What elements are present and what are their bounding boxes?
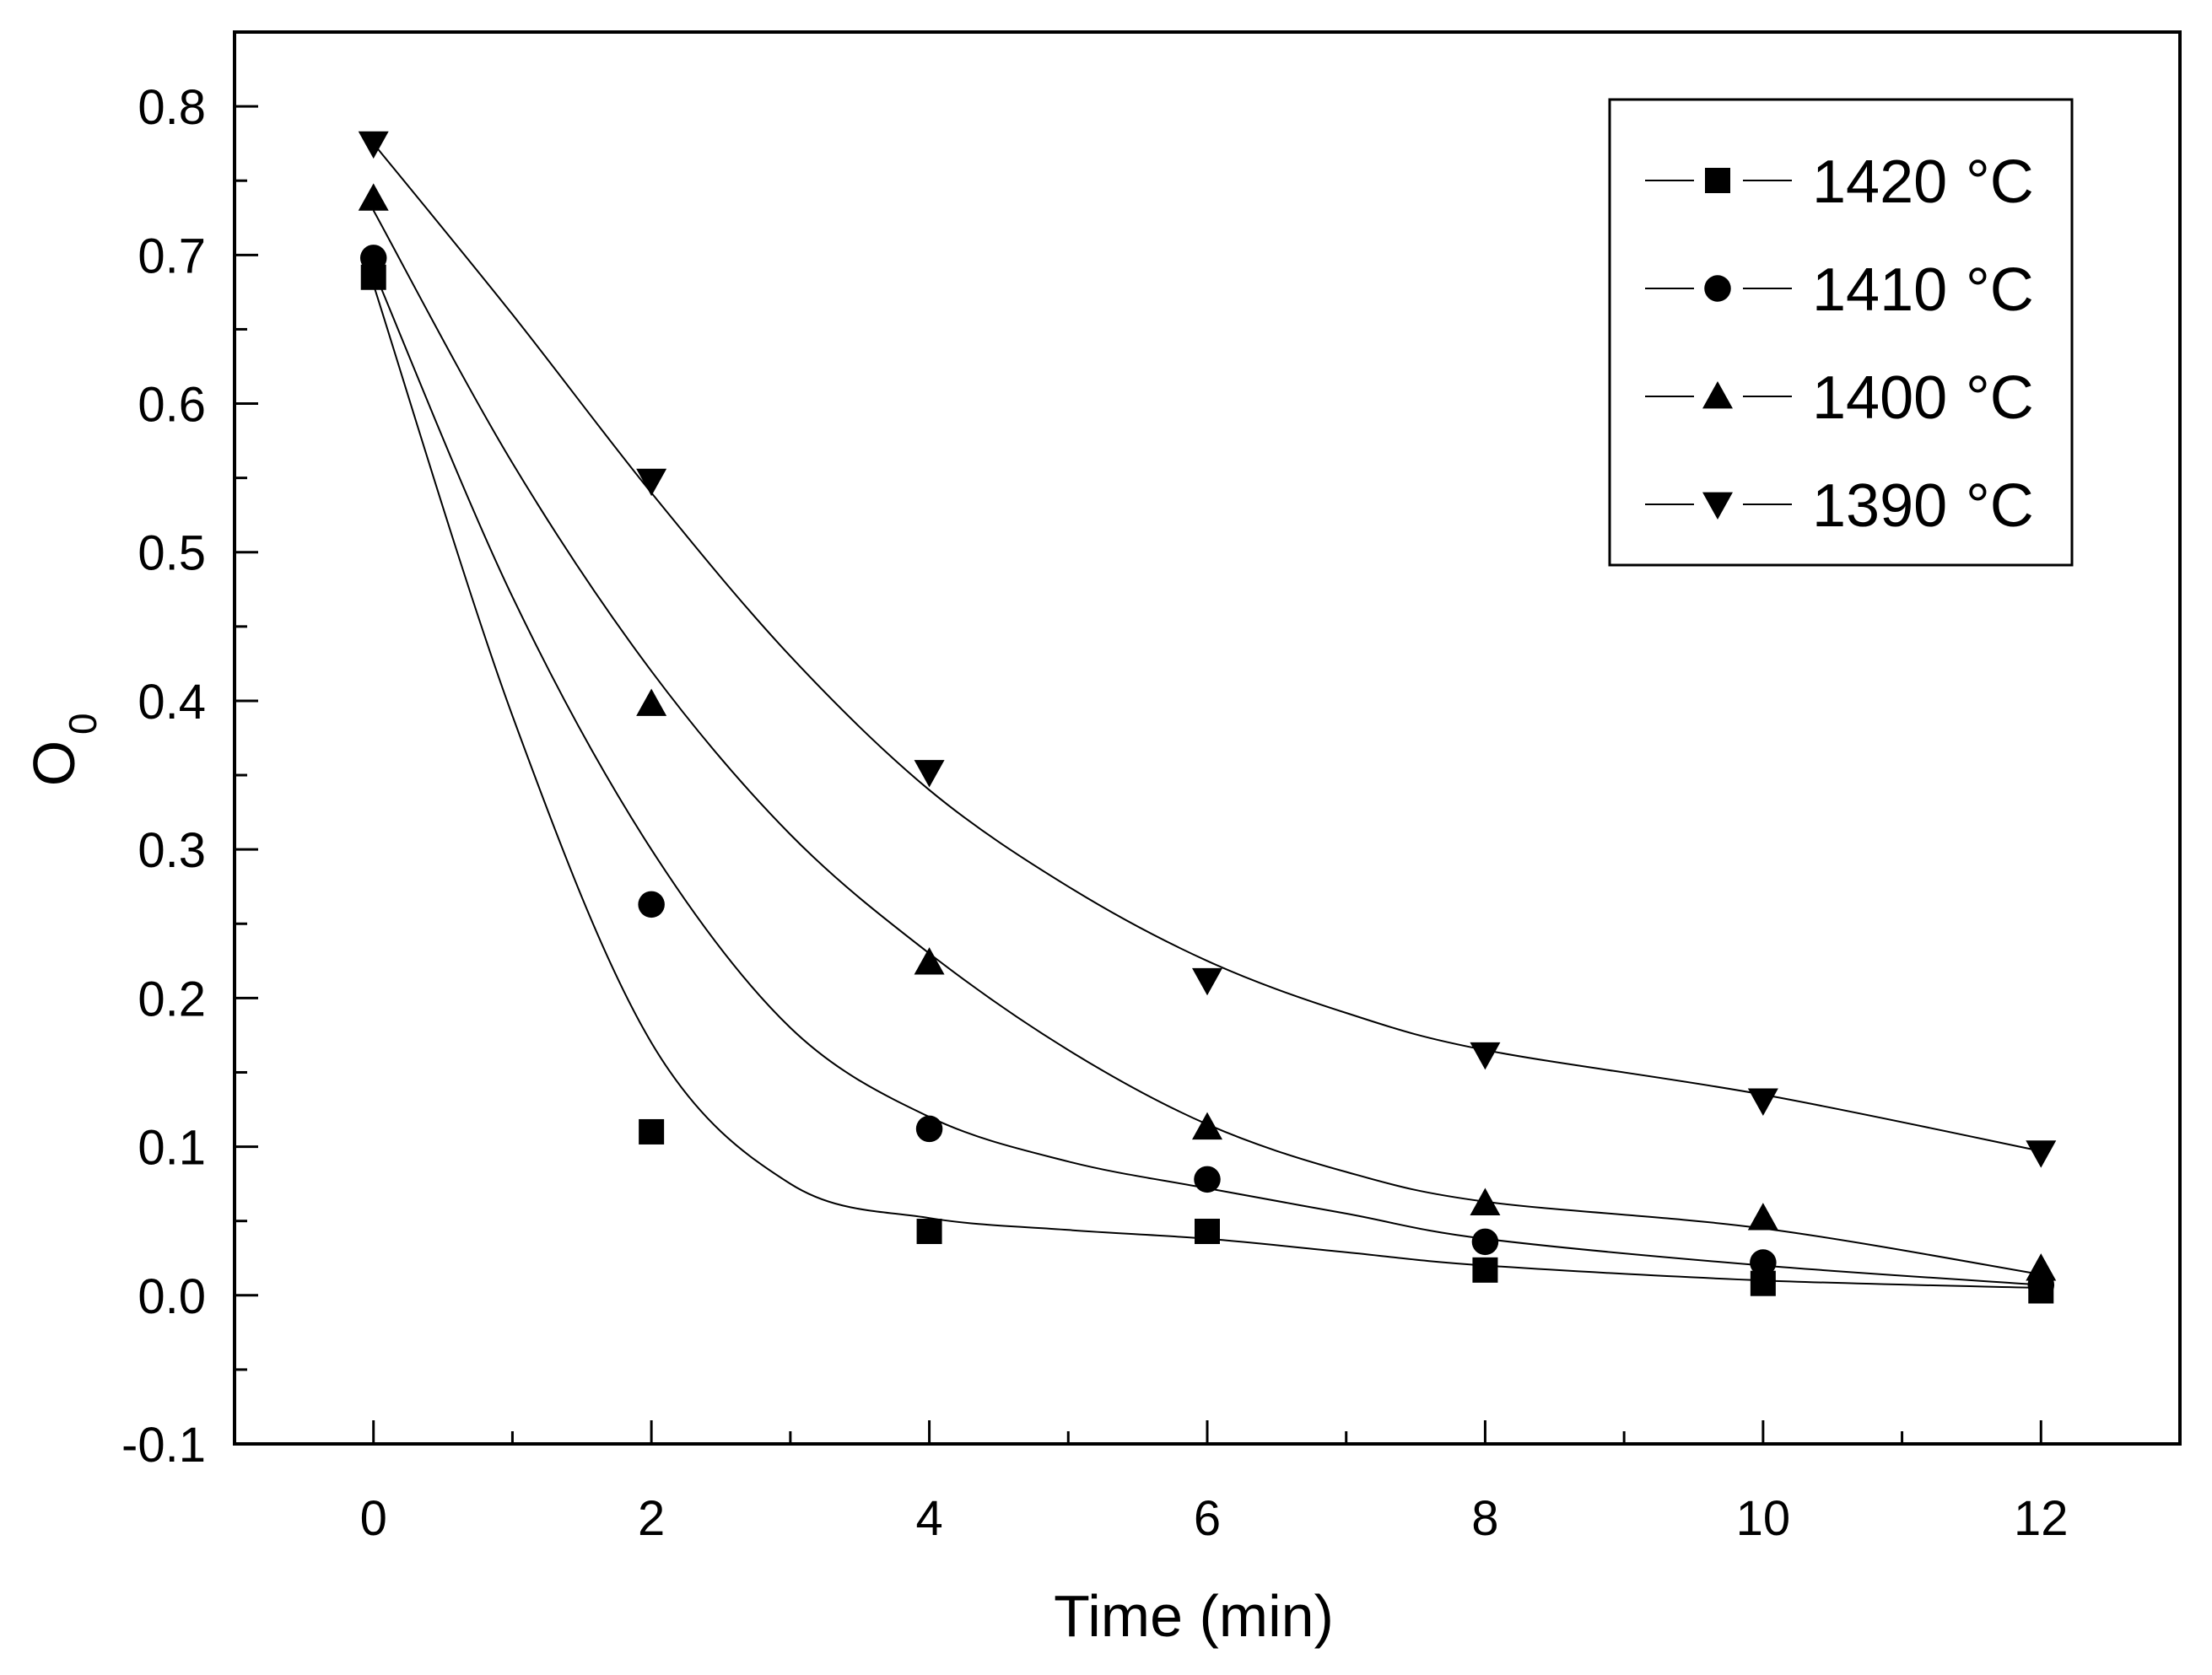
- x-tick-label: 10: [1736, 1491, 1791, 1546]
- y-tick-label: 0.3: [138, 823, 206, 878]
- fit-curve-1400: [372, 210, 2042, 1276]
- x-tick-label: 0: [360, 1491, 387, 1546]
- plot-area: [358, 131, 2057, 1304]
- x-tick-label: 8: [1471, 1491, 1498, 1546]
- data-point-1410: [359, 245, 387, 272]
- data-point-1390: [1192, 967, 1222, 996]
- data-point-1390: [1747, 1088, 1778, 1116]
- legend-item-1390: 1390 °C: [1645, 472, 2034, 540]
- series-1390: [358, 131, 2057, 1168]
- legend-box: [1608, 98, 2074, 567]
- data-point-1420: [1195, 1219, 1220, 1245]
- y-tick-label: 0.0: [138, 1269, 206, 1324]
- legend-label-1400: 1400: [1812, 364, 1947, 432]
- y-axis-title-subscript: 0: [61, 713, 105, 735]
- x-tick-label: 6: [1194, 1491, 1221, 1546]
- data-point-1390: [358, 131, 389, 159]
- data-point-1420: [1472, 1257, 1498, 1283]
- y-tick-label: -0.1: [121, 1418, 206, 1473]
- data-point-1400: [914, 947, 945, 975]
- data-point-1390: [2026, 1140, 2057, 1168]
- data-point-1410: [1194, 1166, 1221, 1193]
- y-axis-title-main: O: [21, 741, 87, 786]
- data-point-1400: [2026, 1253, 2057, 1281]
- y-tick-label: 0.5: [138, 526, 206, 581]
- x-axis-title: Time (min): [1054, 1583, 1334, 1649]
- fit-curve-1390: [372, 143, 2042, 1152]
- data-point-1400: [1470, 1188, 1501, 1215]
- data-point-1400: [1747, 1203, 1778, 1231]
- data-point-1390: [1470, 1042, 1501, 1070]
- legend-label-1420: 1420: [1812, 148, 1947, 216]
- axes: 0 2 4 6 8 10 12 -0.1 0.0 0.1 0.2 0.3 0.4 0.5 0.6 0.7 0.8: [121, 30, 2182, 1546]
- legend-unit: °C: [1966, 364, 2034, 432]
- data-point-1410: [638, 891, 665, 918]
- y-tick-label: 0.1: [138, 1121, 206, 1176]
- y-tick-label: 0.2: [138, 972, 206, 1026]
- legend-unit: °C: [1966, 256, 2034, 324]
- series-1410: [359, 245, 2055, 1299]
- legend-marker: [1702, 492, 1733, 520]
- legend-unit: °C: [1966, 472, 2034, 540]
- data-point-1400: [358, 183, 389, 211]
- legend-unit: °C: [1966, 148, 2034, 216]
- legend-item-1420: 1420 °C: [1645, 148, 2034, 216]
- series-1400: [358, 183, 2057, 1281]
- data-point-1410: [1471, 1228, 1499, 1256]
- legend-marker: [1705, 168, 1730, 193]
- data-point-1400: [636, 688, 667, 716]
- fit-curve-1410: [372, 269, 2042, 1286]
- data-point-1420: [916, 1219, 942, 1245]
- data-point-1420: [639, 1118, 665, 1144]
- y-axis-title: O 0: [21, 713, 105, 786]
- y-tick-label: 0.6: [138, 378, 206, 433]
- legend-label-1410: 1410: [1812, 256, 1947, 324]
- legend: 1420 °C 1410 °C 1400 °C 1390 °C: [1608, 98, 2074, 567]
- y-tick-label: 0.8: [138, 80, 206, 135]
- legend-item-1400: 1400 °C: [1645, 364, 2034, 432]
- x-tick-label: 2: [638, 1491, 665, 1546]
- legend-marker: [1704, 275, 1731, 302]
- data-point-1410: [915, 1115, 943, 1143]
- legend-marker: [1702, 381, 1733, 409]
- data-point-1400: [1192, 1112, 1222, 1140]
- y-tick-label: 0.7: [138, 229, 206, 283]
- fit-curve-1420: [372, 284, 2042, 1289]
- data-point-1410: [1750, 1249, 1777, 1276]
- data-point-1390: [636, 468, 667, 497]
- x-tick-label: 4: [915, 1491, 942, 1546]
- legend-item-1410: 1410 °C: [1645, 256, 2034, 324]
- x-tick-label: 12: [2014, 1491, 2069, 1546]
- legend-label-1390: 1390: [1812, 472, 1947, 540]
- y-tick-label: 0.4: [138, 675, 206, 730]
- data-point-1390: [914, 760, 945, 788]
